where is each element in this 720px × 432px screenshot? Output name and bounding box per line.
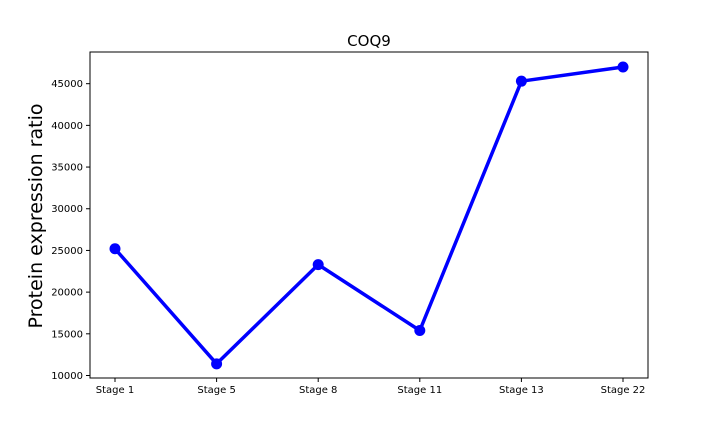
data-point [617,61,629,73]
y-axis-label: Protein expression ratio [25,104,47,329]
data-point [414,324,426,336]
y-tick-label: 40000 [51,121,83,132]
series-group [109,61,629,370]
series-line [113,65,625,366]
y-tick-label: 45000 [51,79,83,90]
x-axis: Stage 1 Stage 5 Stage 8 Stage 11 Stage 13 Sta… [96,378,646,396]
plot-area [89,51,649,379]
y-tick-label: 35000 [51,163,83,174]
x-tick-label: Stage 11 [397,385,442,396]
y-axis: 10000 15000 20000 25000 30000 35000 40000 45000 [51,79,90,382]
data-point [109,243,121,255]
x-tick-label: Stage 8 [299,385,337,396]
y-tick-label: 25000 [51,246,83,257]
y-tick-label: 30000 [51,204,83,215]
data-point [312,259,324,271]
chart-title: COQ9 [347,32,391,50]
data-point [515,75,527,87]
y-tick-label: 20000 [51,288,83,299]
x-tick-label: Stage 13 [499,385,544,396]
y-tick-label: 10000 [51,371,83,382]
y-tick-label: 15000 [51,329,83,340]
x-tick-label: Stage 5 [197,385,235,396]
data-point [211,358,223,370]
x-tick-label: Stage 1 [96,385,134,396]
x-tick-label: Stage 22 [601,385,646,396]
